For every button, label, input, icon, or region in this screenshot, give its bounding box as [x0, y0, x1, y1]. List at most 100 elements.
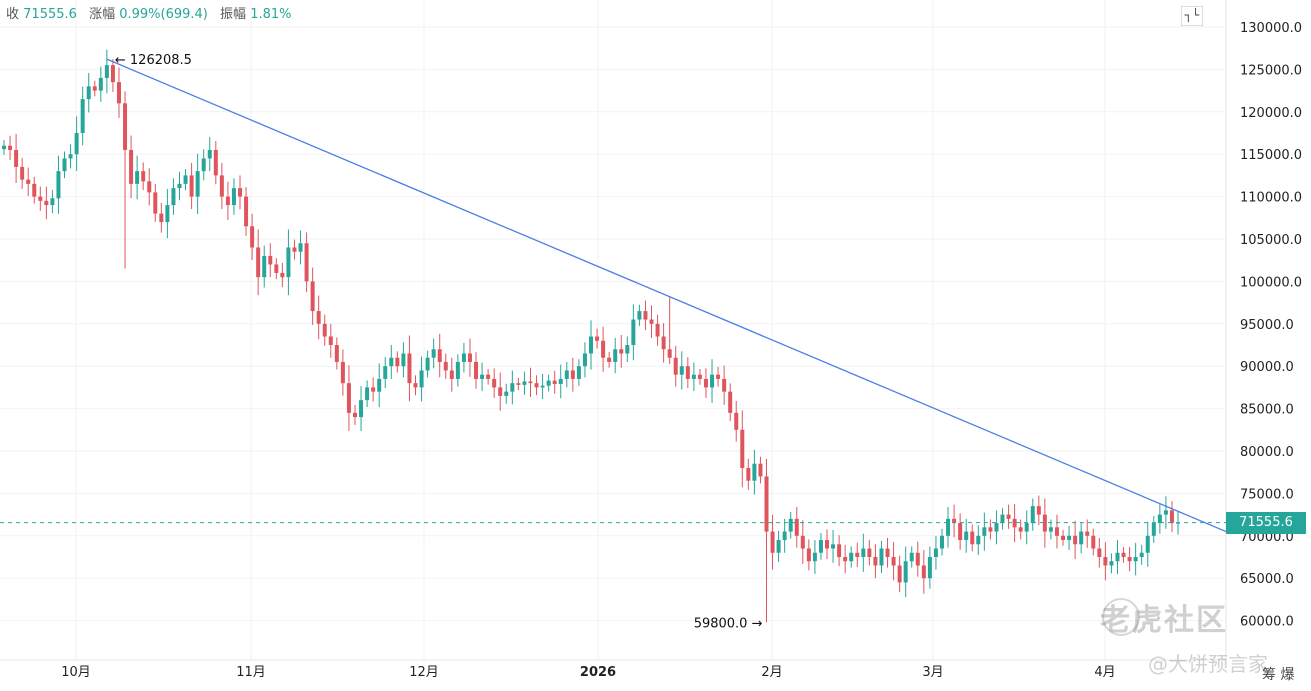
candle-body — [328, 336, 333, 345]
candle-body — [1109, 561, 1114, 566]
candle-body — [667, 349, 672, 358]
bottom-right-label: 筹 爆 — [1262, 667, 1295, 683]
candle-body — [359, 400, 364, 418]
candle-body — [310, 281, 315, 312]
candle-body — [1163, 510, 1168, 515]
candle-body — [352, 412, 357, 418]
candle-body — [171, 188, 176, 206]
candle-body — [1018, 527, 1023, 532]
candle-body — [256, 247, 261, 278]
candle-body — [1079, 531, 1084, 545]
candle-body — [873, 557, 878, 566]
candle-body — [534, 383, 539, 388]
candle-body — [1048, 527, 1053, 532]
candle-body — [595, 336, 600, 341]
price-axis: 130000.0 125000.0 120000.0 115000.0 110000.0… — [1240, 21, 1302, 630]
candle-body — [455, 361, 460, 379]
candle-body — [716, 374, 721, 379]
candle-body — [734, 412, 739, 430]
candle-body — [625, 345, 630, 354]
candle-body — [50, 198, 55, 206]
candle-body — [1151, 523, 1156, 536]
candle-body — [691, 374, 696, 379]
price-tick-label: 105000.0 — [1240, 233, 1302, 248]
close-value: 71555.6 — [23, 7, 77, 22]
watermark-brand: 老虎社区 — [1100, 603, 1228, 638]
fullscreen-toggle-icon[interactable]: ┐└ — [1181, 6, 1203, 26]
candle-body — [933, 548, 938, 557]
candle-body — [879, 548, 884, 566]
candle-body — [1169, 510, 1174, 524]
candle-body — [38, 196, 43, 201]
candle-body — [183, 175, 188, 184]
candle-body — [274, 264, 279, 273]
candle-body — [661, 336, 666, 350]
candle-body — [195, 171, 200, 197]
candle-body — [20, 166, 25, 180]
candle-body — [540, 385, 545, 388]
time-tick-label: 10月 — [61, 665, 91, 680]
candle-body — [970, 531, 975, 545]
time-tick-label: 11月 — [236, 665, 266, 680]
candle-body — [86, 86, 91, 100]
candle-body — [958, 523, 963, 541]
candle-body — [401, 353, 406, 367]
candle-body — [982, 527, 987, 536]
time-tick-label: 2月 — [761, 665, 782, 680]
time-axis: 10月 11月 12月 2026 2月 3月 4月 — [61, 665, 1115, 680]
candle-body — [776, 540, 781, 553]
candle-body — [1127, 557, 1132, 562]
candle-body — [292, 247, 297, 252]
candle-body — [770, 531, 775, 553]
time-tick-label: 4月 — [1094, 665, 1115, 680]
candle-body — [219, 175, 224, 197]
candle-body — [141, 171, 146, 182]
candle-body — [250, 226, 255, 248]
candle-body — [346, 383, 351, 413]
candle-body — [383, 366, 388, 379]
candle-body — [1085, 531, 1090, 536]
candle-body — [504, 391, 509, 396]
candle-body — [831, 544, 836, 549]
candle-body — [1006, 514, 1011, 519]
candle-body — [800, 535, 805, 549]
close-label: 收 — [6, 7, 20, 22]
candle-body — [752, 463, 757, 481]
candle-body — [921, 565, 926, 579]
time-tick-label: 12月 — [409, 665, 439, 680]
candle-body — [8, 145, 13, 150]
price-tick-label: 100000.0 — [1240, 275, 1302, 290]
candle-body — [601, 340, 606, 358]
candle-body — [480, 374, 485, 379]
candle-body — [316, 311, 321, 324]
candle-body — [643, 311, 648, 320]
candle-body — [74, 133, 79, 155]
candle-body — [467, 353, 472, 362]
candle-body — [582, 353, 587, 367]
candle-body — [1145, 535, 1150, 553]
time-tick-label: 3月 — [922, 665, 943, 680]
candle-body — [413, 383, 418, 388]
last-price-tag: 71555.6 — [1226, 512, 1306, 534]
candle-body — [782, 531, 787, 541]
candle-body — [322, 323, 327, 337]
candle-body — [570, 370, 575, 379]
watermark-logo-icon — [1102, 598, 1140, 636]
candle-body — [280, 272, 285, 278]
candle-body — [1036, 506, 1041, 515]
candle-body — [619, 349, 624, 354]
candle-body — [1121, 552, 1126, 557]
candle-body — [855, 552, 860, 557]
candles — [2, 49, 1180, 623]
candle-body — [1133, 557, 1138, 562]
candle-body — [1115, 552, 1120, 562]
annotations: ← 126208.5 59800.0 → — [115, 53, 763, 631]
candle-body — [201, 158, 206, 172]
amplitude-label: 振幅 — [220, 7, 247, 22]
candle-body — [407, 353, 412, 384]
candle-body — [818, 540, 823, 553]
candle-body — [649, 319, 654, 324]
price-tick-label: 110000.0 — [1240, 191, 1302, 206]
candle-body — [679, 366, 684, 375]
